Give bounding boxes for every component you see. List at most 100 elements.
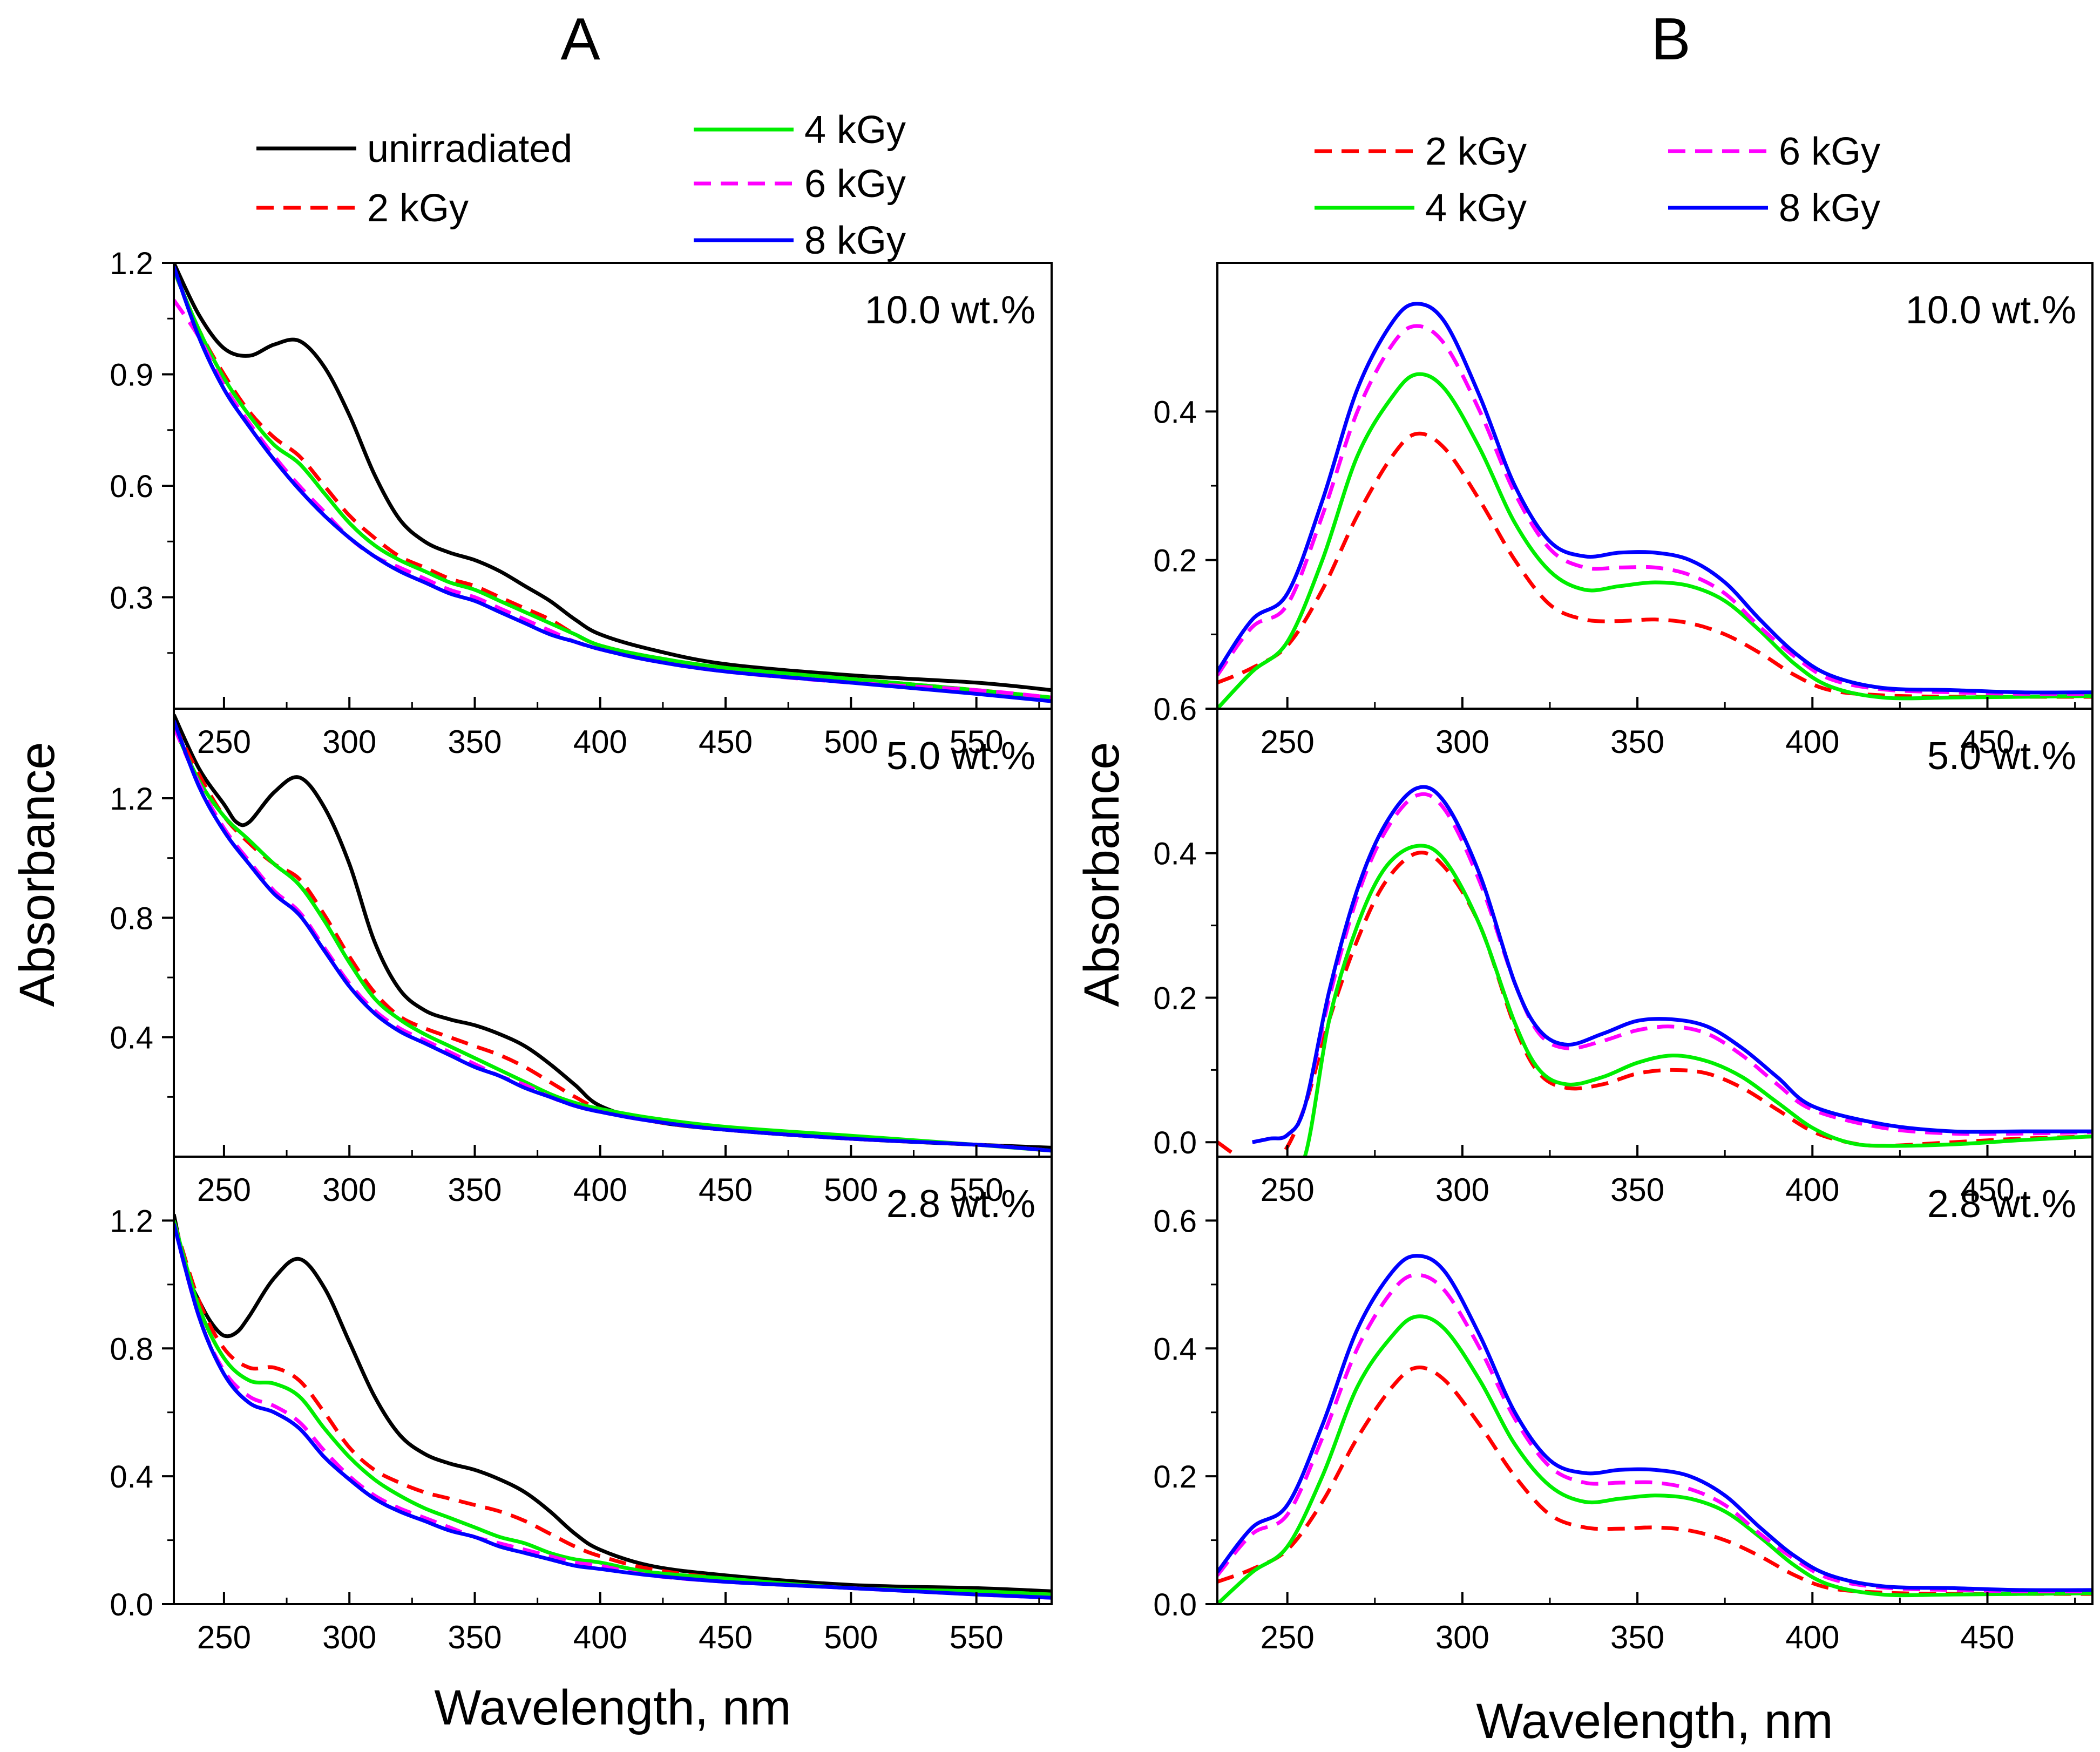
series-line-2-kgy bbox=[1217, 1366, 2092, 1596]
series-line-2-kgy bbox=[1217, 431, 2092, 699]
y-tick-label: 1.2 bbox=[110, 246, 153, 281]
y-tick-label: 0.3 bbox=[110, 581, 153, 616]
x-tick-label: 250 bbox=[197, 724, 251, 760]
x-tick-label: 300 bbox=[322, 724, 376, 760]
concentration-label: 10.0 wt.% bbox=[865, 289, 1035, 332]
x-tick-label: 250 bbox=[1261, 1619, 1315, 1655]
legend-item-a-1: 2 kGy bbox=[256, 187, 469, 230]
series-line-unirradiated bbox=[174, 263, 1052, 692]
legend-label: 4 kGy bbox=[804, 108, 906, 152]
x-axis-label-a: Wavelength, nm bbox=[434, 1680, 791, 1735]
series-group bbox=[1217, 302, 2092, 709]
plot-frame bbox=[173, 1156, 1053, 1605]
series-line-6-kgy bbox=[174, 1223, 1052, 1600]
concentration-label: 5.0 wt.% bbox=[1927, 735, 2076, 778]
x-tick-label: 250 bbox=[1261, 724, 1315, 760]
y-tick-label: 0.4 bbox=[110, 1459, 153, 1495]
plot-b-2: 250 300 350 400 450 0.0 0.2 0.4 0.6 2.8 wt.% bbox=[1153, 1156, 2094, 1655]
plot-a-1: 250 300 350 400 450 500 550 0.4 0.8 1.2 5.0 wt.% bbox=[110, 708, 1053, 1208]
concentration-label: 5.0 wt.% bbox=[886, 735, 1035, 778]
series-line-6-kgy bbox=[1217, 1273, 2092, 1593]
concentration-label: 2.8 wt.% bbox=[886, 1183, 1035, 1226]
x-tick-label: 350 bbox=[448, 1619, 502, 1655]
x-tick-label: 250 bbox=[1261, 1172, 1315, 1208]
y-tick-label: 1.2 bbox=[110, 1204, 153, 1239]
y-tick-label: 0.6 bbox=[1153, 692, 1197, 727]
x-axis-label-b: Wavelength, nm bbox=[1476, 1694, 1833, 1749]
series-line-4-kgy bbox=[174, 269, 1052, 700]
y-tick-label: 0.0 bbox=[1153, 1125, 1197, 1160]
series-line-2-kgy bbox=[174, 269, 1052, 700]
series-line-2-kgy bbox=[174, 723, 1052, 1153]
y-tick-label: 1.2 bbox=[110, 782, 153, 817]
series-line-unirradiated bbox=[174, 714, 1052, 1150]
series-group bbox=[174, 714, 1052, 1153]
x-tick-label: 400 bbox=[573, 1619, 627, 1655]
plot-a-2: 250 300 350 400 450 500 550 0.0 0.4 0.8 1.2 2.8 wt.… bbox=[110, 1156, 1053, 1655]
x-tick-label: 400 bbox=[573, 724, 627, 760]
legend-label: unirradiated bbox=[367, 127, 572, 171]
x-tick-label: 250 bbox=[197, 1619, 251, 1655]
concentration-label: 2.8 wt.% bbox=[1927, 1183, 2076, 1226]
x-tick-label: 250 bbox=[197, 1172, 251, 1208]
series-line-2-kgy bbox=[1217, 851, 2092, 1157]
x-tick-label: 450 bbox=[1960, 1172, 2014, 1208]
plots: 250 300 350 400 450 500 550 0.3 0.6 0.9 1.2 10.0 wt… bbox=[110, 246, 2094, 1655]
legend-label: 8 kGy bbox=[804, 219, 906, 262]
x-tick-label: 300 bbox=[1435, 1619, 1489, 1655]
y-tick-label: 0.6 bbox=[1153, 1204, 1197, 1239]
plot-b-1: 250 300 350 400 450 0.0 0.2 0.4 5.0 wt.% bbox=[1153, 708, 2094, 1208]
panel-label-b: B bbox=[1651, 6, 1690, 72]
x-tick-label: 350 bbox=[1610, 1619, 1664, 1655]
series-line-6-kgy bbox=[174, 725, 1052, 1153]
legend-label: 6 kGy bbox=[804, 162, 906, 206]
series-line-4-kgy bbox=[174, 725, 1052, 1153]
series-line-4-kgy bbox=[1217, 1314, 2092, 1604]
series-line-8-kgy bbox=[174, 266, 1052, 703]
x-tick-label: 500 bbox=[824, 1172, 878, 1208]
x-tick-label: 550 bbox=[950, 1619, 1004, 1655]
legend-label: 4 kGy bbox=[1425, 187, 1527, 230]
legend-item-b-2: 6 kGy bbox=[1668, 130, 1880, 173]
y-tick-label: 0.6 bbox=[110, 469, 153, 504]
y-tick-label: 0.0 bbox=[110, 1587, 153, 1622]
legend-item-b-1: 4 kGy bbox=[1315, 187, 1527, 230]
series-line-2-kgy bbox=[174, 1220, 1052, 1597]
plot-frame bbox=[1216, 1156, 2094, 1605]
legend-item-a-4: 8 kGy bbox=[694, 219, 906, 262]
series-line-8-kgy bbox=[1217, 302, 2092, 695]
static-labels: A B Absorbance Absorbance Wavelength, nm… bbox=[10, 6, 1833, 1749]
series-line-4-kgy bbox=[174, 1220, 1052, 1597]
x-tick-label: 400 bbox=[1785, 724, 1839, 760]
x-tick-label: 450 bbox=[699, 724, 753, 760]
legend-label: 6 kGy bbox=[1779, 130, 1880, 173]
plot-a-0: 250 300 350 400 450 500 550 0.3 0.6 0.9 1.2 10.0 wt… bbox=[110, 246, 1053, 760]
y-tick-label: 0.4 bbox=[1153, 395, 1197, 430]
series-line-unirradiated bbox=[174, 1213, 1052, 1593]
y-tick-label: 0.2 bbox=[1153, 981, 1197, 1016]
y-tick-label: 0.8 bbox=[110, 1332, 153, 1367]
series-group bbox=[174, 1213, 1052, 1600]
x-tick-label: 400 bbox=[1785, 1172, 1839, 1208]
x-tick-label: 300 bbox=[322, 1172, 376, 1208]
y-tick-label: 0.8 bbox=[110, 901, 153, 936]
series-line-8-kgy bbox=[1252, 785, 2092, 1144]
x-tick-label: 400 bbox=[573, 1172, 627, 1208]
series-group bbox=[1217, 1254, 2092, 1604]
series-line-8-kgy bbox=[1217, 1254, 2092, 1592]
y-tick-label: 0.4 bbox=[110, 1021, 153, 1056]
series-group bbox=[174, 263, 1052, 703]
x-tick-label: 350 bbox=[448, 1172, 502, 1208]
series-line-4-kgy bbox=[1217, 372, 2092, 709]
y-tick-label: 0.2 bbox=[1153, 544, 1197, 579]
x-tick-label: 350 bbox=[1610, 1172, 1664, 1208]
panel-label-a: A bbox=[560, 6, 600, 72]
concentration-label: 10.0 wt.% bbox=[1906, 289, 2076, 332]
x-tick-label: 350 bbox=[448, 724, 502, 760]
x-tick-label: 550 bbox=[950, 1172, 1004, 1208]
x-tick-label: 300 bbox=[1435, 1172, 1489, 1208]
x-tick-label: 300 bbox=[1435, 724, 1489, 760]
x-tick-label: 450 bbox=[1960, 1619, 2014, 1655]
y-tick-label: 0.9 bbox=[110, 358, 153, 393]
y-tick-label: 0.4 bbox=[1153, 837, 1197, 872]
